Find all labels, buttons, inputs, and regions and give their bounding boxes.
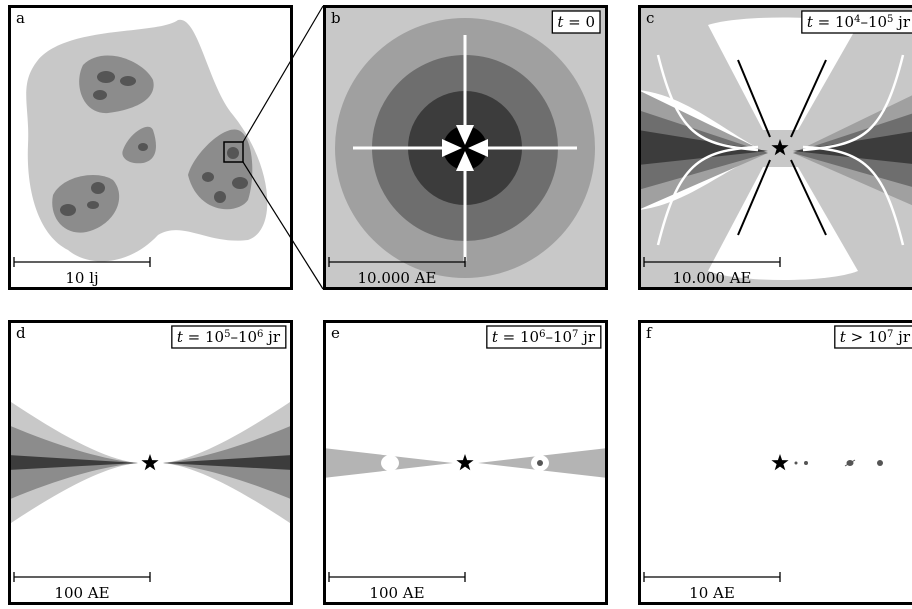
time-part: jr (893, 13, 910, 31)
star (456, 454, 473, 470)
scale-label: 10.000 AE (357, 269, 436, 287)
time-part: = 10 (498, 328, 539, 346)
time-part: jr (263, 328, 280, 346)
time-part: = 10 (183, 328, 224, 346)
time-part: –10 (860, 13, 887, 31)
time-part: = 0 (563, 13, 595, 31)
time-part: –10 (545, 328, 572, 346)
panel-label: a (16, 9, 25, 27)
panel: f 10 AE t > 107 jr (640, 322, 912, 604)
panel-f (795, 460, 884, 466)
panel-label: f (646, 324, 653, 342)
scale-label: 10.000 AE (672, 269, 751, 287)
time-label: t > 107 jr (840, 328, 911, 346)
star (771, 454, 788, 470)
star (141, 454, 158, 470)
scale-bar (14, 257, 150, 267)
panel-label: b (331, 9, 341, 27)
time-part: jr (893, 328, 910, 346)
scale-label: 10 lj (65, 269, 98, 287)
scale-bar (644, 572, 780, 582)
scale-label: 100 AE (369, 584, 424, 602)
scale-label: 10 AE (689, 584, 735, 602)
time-part: = 10 (813, 13, 854, 31)
scale-bar (14, 572, 150, 582)
time-label: t = 0 (557, 13, 595, 31)
time-part: –10 (230, 328, 257, 346)
time-part: jr (578, 328, 595, 346)
panel-label: c (646, 9, 654, 27)
time-part: > 10 (846, 328, 887, 346)
panel-b (323, 5, 608, 290)
panel-label: d (16, 324, 26, 342)
panel-label: e (331, 324, 340, 342)
scale-label: 100 AE (54, 584, 109, 602)
scale-bar (329, 572, 465, 582)
panel-a (26, 20, 267, 262)
